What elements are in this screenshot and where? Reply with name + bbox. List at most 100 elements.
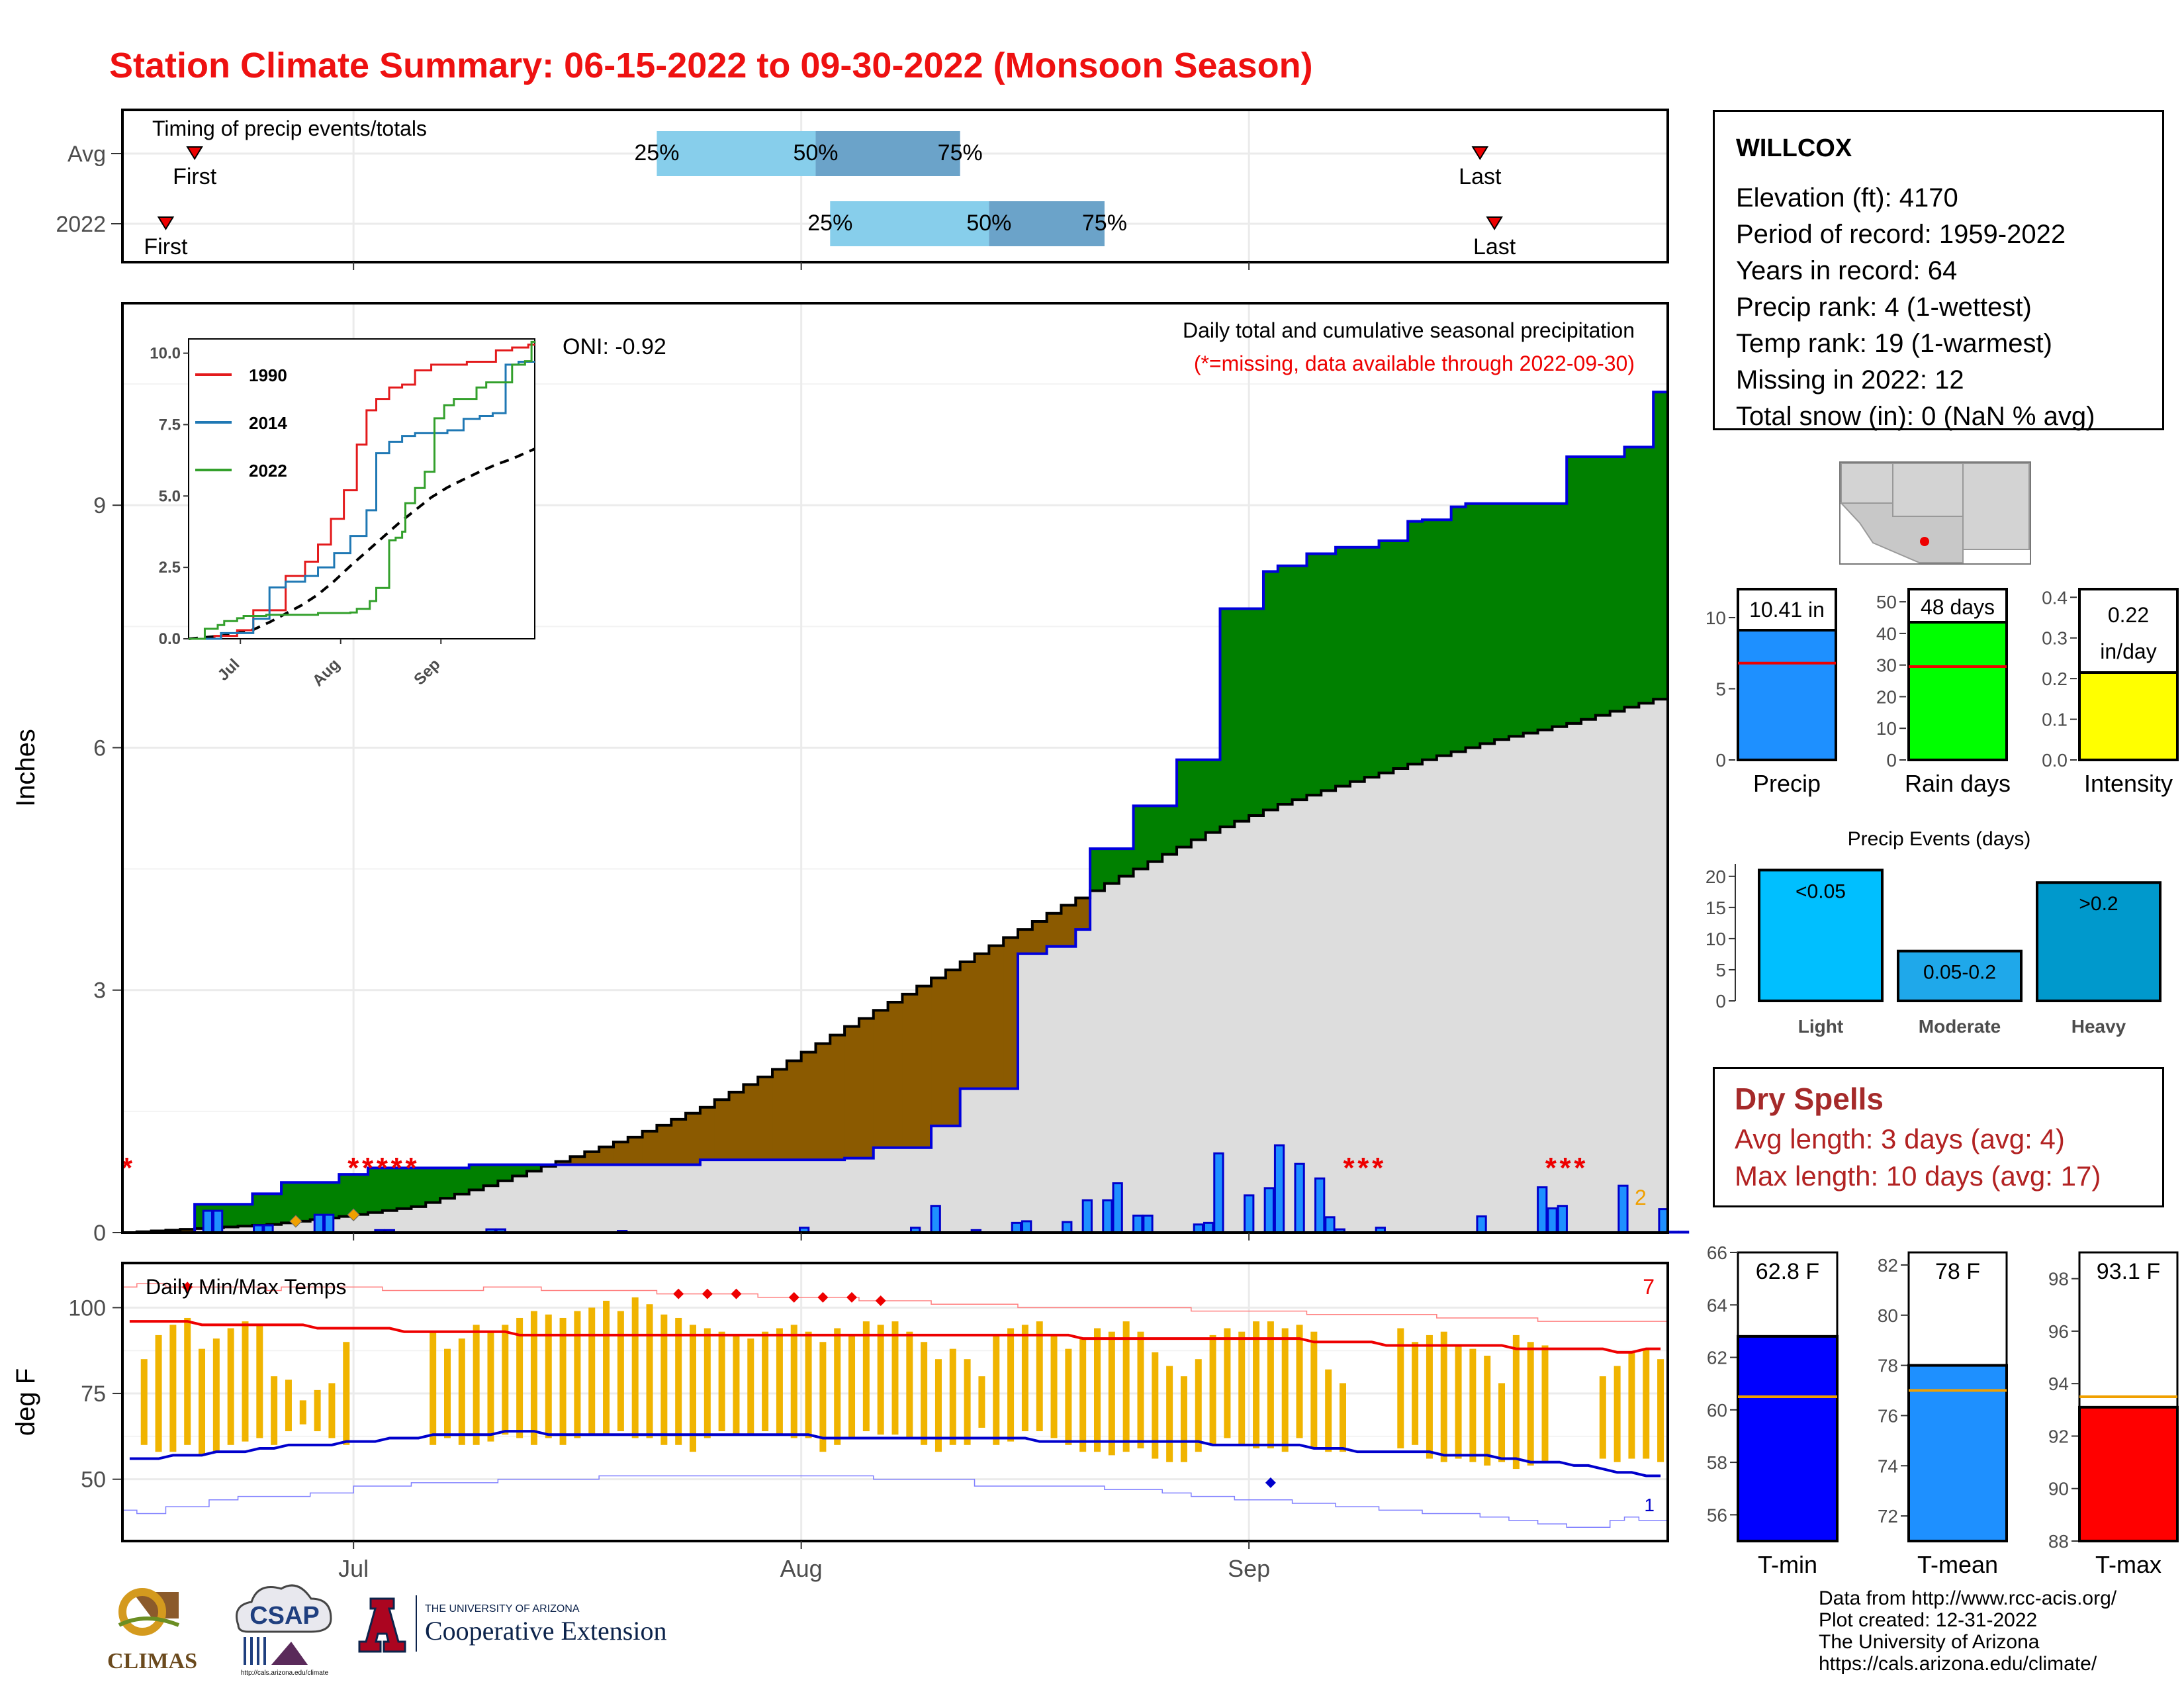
events-ytick-label: 5 [1715,960,1726,980]
summary-ytick-label: 10 [1706,608,1726,628]
daily-temp-bar [631,1297,639,1438]
missing-day-marker: * [1545,1152,1557,1184]
daily-temp-bar [617,1311,624,1432]
deficit-area [1032,921,1048,954]
daily-temp-bar [1137,1331,1144,1448]
daily-temp-bar [1498,1383,1506,1462]
station-missing: Missing in 2022: 12 [1736,365,1964,395]
daily-temp-bar [978,1376,985,1428]
surplus-area [396,1168,412,1209]
timing-iqr-lower [657,131,816,176]
deficit-area [945,970,961,1126]
daily-temp-bar [1512,1335,1520,1470]
surplus-area [1436,520,1452,756]
daily-precip-bar [1547,1207,1558,1234]
daily-precip-bar [1112,1182,1123,1234]
page-title: Station Climate Summary: 06-15-2022 to 0… [109,46,1313,85]
map-state [1892,463,1964,517]
daily-temp-bar [834,1328,841,1445]
daily-temp-bar [1339,1383,1346,1452]
daily-temp-bar [430,1331,437,1445]
deficit-area [815,1043,831,1160]
temp-panel-border [121,1262,1669,1542]
daily-temp-bar [1325,1369,1332,1452]
daily-precip-bar [1668,1231,1679,1234]
daily-temp-bar [169,1325,177,1452]
deficit-area [714,1100,730,1160]
daily-precip-bar [313,1213,325,1234]
temp-summary-ytick-label: 82 [1878,1255,1898,1276]
deficit-area [772,1069,788,1160]
surplus-area [339,1174,354,1217]
daily-temp-bar [588,1307,596,1435]
temp-summary-label: T-max [2095,1551,2161,1578]
surplus-area [1581,456,1596,720]
inset-legend-label: 1990 [249,365,287,385]
daily-temp-bar [545,1314,552,1438]
daily-temp-bar [1267,1321,1274,1448]
station-precip-rank: Precip rank: 4 (1-wettest) [1736,293,2032,322]
daily-temp-bar [1455,1345,1462,1459]
daily-temp-bar [1108,1331,1115,1456]
daily-temp-bar [227,1328,234,1445]
record-high-marker [788,1291,799,1303]
dry-spells-box: Dry Spells Avg length: 3 days (avg: 4) M… [1713,1067,2164,1207]
summary-value-box [1907,588,2008,624]
deficit-area [844,1026,860,1158]
inset-series-line [189,340,536,640]
surplus-area [1422,520,1437,760]
surplus-area [1379,540,1394,773]
temp-summary-t-max: 88 90 92 94 96 98 93.1 F T-max [2048,1251,2179,1578]
station-period: Period of record: 1959-2022 [1736,220,2066,249]
daily-precip-bar [1142,1214,1154,1234]
summary-bar [1737,610,1837,761]
daily-temp-bar [1166,1366,1173,1462]
daily-temp-bar [1397,1328,1404,1448]
daily-temp-bar [964,1359,971,1445]
record-precip-marker [289,1215,302,1228]
surplus-area [1567,456,1582,724]
daily-temp-bar [718,1331,725,1432]
logo-strip: CLIMAS CSAP http://cals.arizona.edu/clim… [106,1579,741,1678]
temp-summary-label: T-min [1758,1551,1817,1578]
summary-bar [2078,669,2179,761]
temp-summary-ytick-label: 58 [1707,1452,1727,1473]
csap-logo: CSAP http://cals.arizona.edu/climate [236,1584,332,1677]
deficit-area [758,1076,773,1160]
average-min-line [129,1430,1661,1477]
precip-ytick-label: 9 [93,493,106,518]
daily-temp-bar [199,1348,206,1456]
surplus-area [267,1194,282,1225]
surplus-area [512,1164,527,1176]
timing-iqr-upper [815,131,960,176]
daily-temp-bar [1426,1335,1433,1459]
daily-precip-bar [1244,1194,1255,1234]
temp-summary-ytick-label: 80 [1878,1305,1898,1326]
daily-temp-bar [1628,1352,1635,1459]
daily-temp-bar [1224,1328,1231,1438]
precip-panel-subtitle: Daily total and cumulative seasonal prec… [1183,318,1635,342]
daily-temp-bar [242,1321,249,1442]
temp-summary-ytick-label: 56 [1707,1505,1727,1525]
credits: Data from http://www.rcc-acis.org/ Plot … [1819,1587,2116,1675]
temp-summary-bar [2078,1405,2179,1542]
credit-line: Plot created: 12-31-2022 [1819,1609,2038,1631]
surplus-area [1595,456,1611,716]
temp-ytick-label: 50 [81,1468,106,1493]
surplus-area [1639,447,1654,704]
timing-q50-label: 50% [793,140,838,165]
timing-q75-label: 75% [938,140,983,165]
temp-summary-ytick-label: 98 [2048,1269,2069,1289]
station-snow: Total snow (in): 0 (NaN % avg) [1736,402,2095,431]
summary-value-label: 10.41 in [1749,598,1825,622]
surplus-area [1292,565,1308,800]
first-event-marker [157,216,175,230]
missing-day-marker: * [1372,1152,1384,1184]
events-bar-label: 0.05-0.2 [1923,962,1996,984]
temp-summary-ytick-label: 72 [1878,1506,1898,1526]
temp-summary-value: 62.8 F [1756,1259,1819,1284]
map-state [1962,463,2030,550]
summary-ytick-label: 20 [1876,686,1897,707]
